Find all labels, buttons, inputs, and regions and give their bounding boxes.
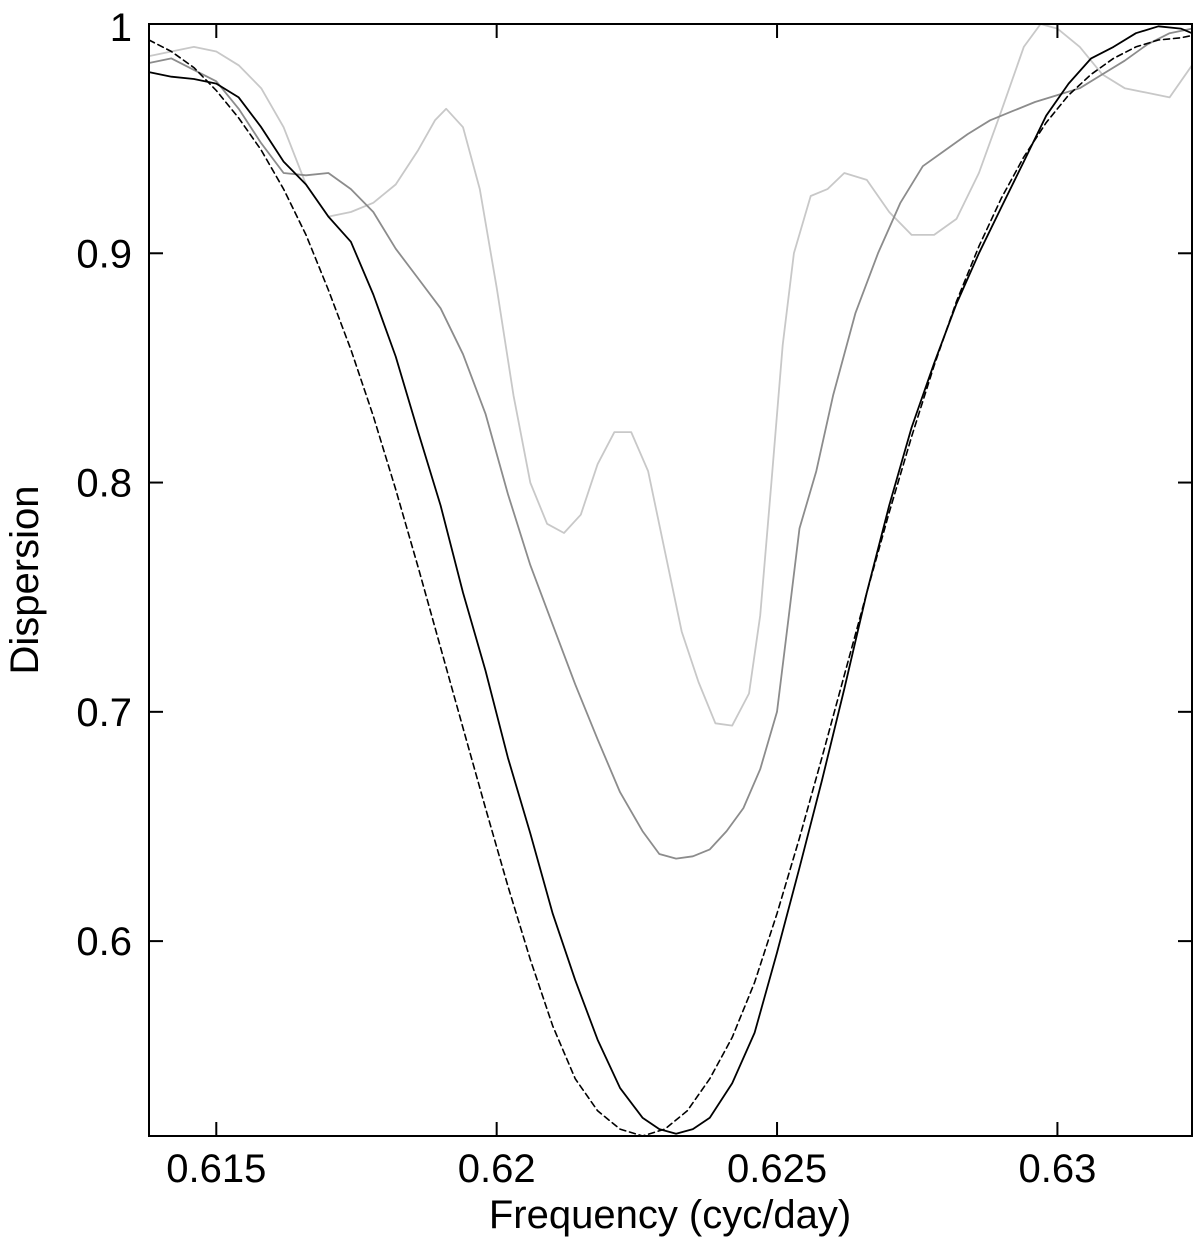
series-line-1 — [148, 23, 1193, 727]
plot-frame — [148, 23, 1193, 1137]
series-line-3 — [148, 25, 1193, 1135]
x-axis-title: Frequency (cyc/day) — [489, 1193, 851, 1237]
x-tick-label: 0.625 — [727, 1147, 827, 1191]
y-tick-label: 0.9 — [76, 232, 132, 276]
y-axis-title: Dispersion — [3, 486, 47, 675]
ticks-layer — [149, 23, 1192, 1136]
y-tick-label: 1 — [110, 6, 132, 50]
series-line-4 — [148, 34, 1193, 1137]
y-tick-label: 0.6 — [76, 920, 132, 964]
labels-layer: 0.615 0.62 0.625 0.63 0.6 0.7 0.8 0.9 1 — [76, 6, 1096, 1191]
x-tick-label: 0.615 — [166, 1147, 266, 1191]
series-layer — [148, 23, 1193, 1137]
x-tick-label: 0.63 — [1018, 1147, 1096, 1191]
x-tick-label: 0.62 — [458, 1147, 536, 1191]
series-line-2 — [148, 27, 1193, 860]
y-tick-label: 0.8 — [76, 462, 132, 506]
y-tick-label: 0.7 — [76, 691, 132, 735]
